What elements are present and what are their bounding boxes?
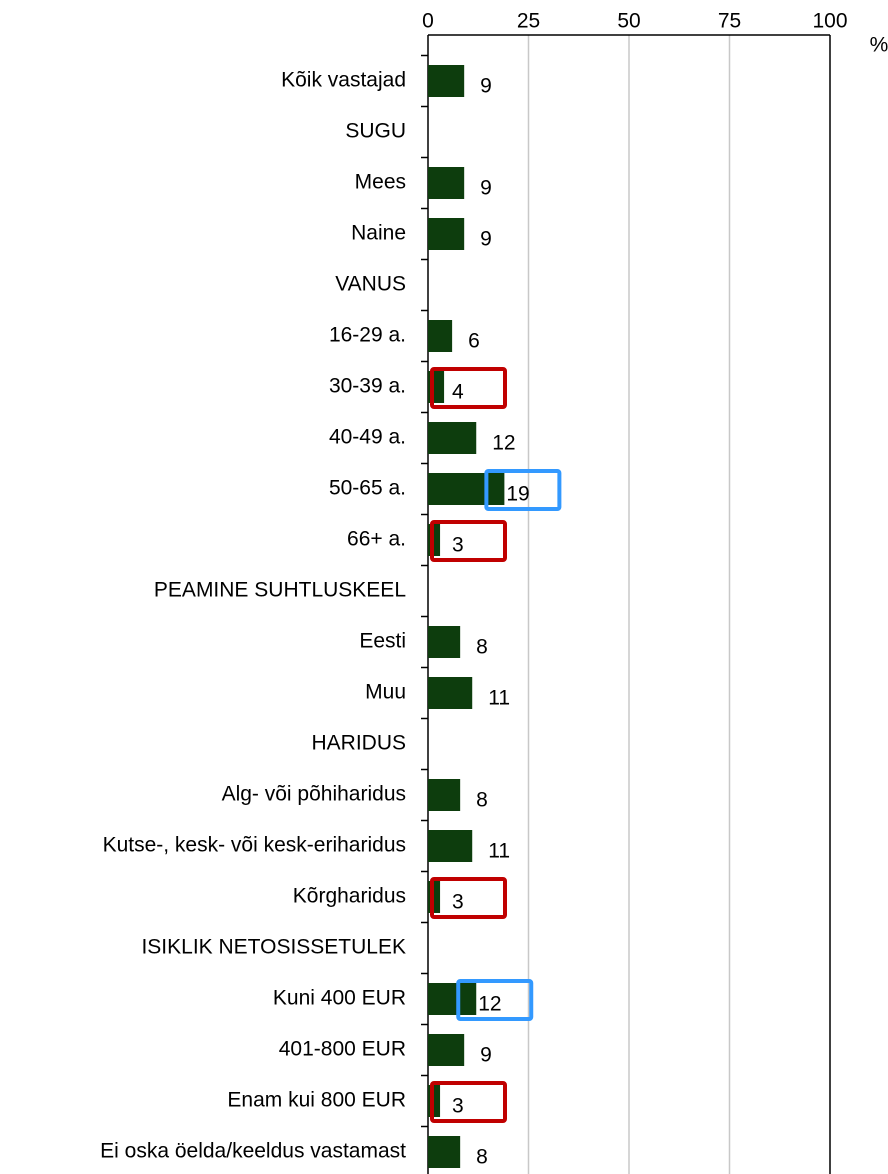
value-label: 8 <box>476 1146 488 1169</box>
bar <box>428 218 465 250</box>
bar <box>428 473 505 505</box>
y-tick-label: Mees <box>355 171 406 194</box>
value-label: 3 <box>452 891 464 914</box>
bar <box>428 422 477 454</box>
bar <box>428 881 441 913</box>
value-label: 4 <box>452 381 464 404</box>
y-tick-label: 30-39 a. <box>329 375 406 398</box>
y-tick-label: Kutse-, kesk- või kesk-eriharidus <box>103 834 406 857</box>
value-label: 11 <box>488 840 510 863</box>
value-label: 9 <box>480 75 492 98</box>
y-tick-label: Enam kui 800 EUR <box>227 1089 406 1112</box>
bar <box>428 626 461 658</box>
bar <box>428 677 473 709</box>
value-label: 8 <box>476 636 488 659</box>
y-tick-label: Kõrgharidus <box>293 885 406 908</box>
y-tick-label: Kõik vastajad <box>281 69 406 92</box>
value-label: 12 <box>478 993 501 1016</box>
x-tick-label: 25 <box>517 10 540 33</box>
y-tick-label: Kuni 400 EUR <box>273 987 406 1010</box>
y-tick-label: 401-800 EUR <box>279 1038 406 1061</box>
bar <box>428 830 473 862</box>
bar <box>428 1034 465 1066</box>
bar <box>428 1085 441 1117</box>
x-tick-label: 100 <box>812 10 847 33</box>
y-tick-label: 50-65 a. <box>329 477 406 500</box>
value-label: 9 <box>480 228 492 251</box>
highlight-box <box>456 979 534 1021</box>
y-tick-label: 16-29 a. <box>329 324 406 347</box>
y-tick-label: Naine <box>351 222 406 245</box>
x-tick-label: 50 <box>617 10 640 33</box>
y-tick-label: 66+ a. <box>347 528 406 551</box>
y-tick-label: Ei oska öelda/keeldus vastamast <box>100 1140 406 1163</box>
value-label: 11 <box>488 687 510 710</box>
y-tick-label: PEAMINE SUHTLUSKEEL <box>154 579 406 602</box>
value-label: 12 <box>492 432 515 455</box>
highlight-box <box>430 520 507 562</box>
value-label: 19 <box>506 483 529 506</box>
y-tick-label: Muu <box>365 681 406 704</box>
y-tick-label: 40-49 a. <box>329 426 406 449</box>
value-label: 3 <box>452 534 464 557</box>
value-label: 9 <box>480 177 492 200</box>
highlight-box <box>430 367 507 409</box>
y-tick-label: VANUS <box>335 273 406 296</box>
value-label: 6 <box>468 330 480 353</box>
axis-unit: % <box>870 34 888 57</box>
bar <box>428 983 477 1015</box>
value-label: 3 <box>452 1095 464 1118</box>
bar <box>428 320 453 352</box>
value-label: 8 <box>476 789 488 812</box>
y-tick-label: HARIDUS <box>311 732 406 755</box>
bar <box>428 1136 461 1168</box>
bar <box>428 779 461 811</box>
value-label: 9 <box>480 1044 492 1067</box>
bar <box>428 65 465 97</box>
bar <box>428 524 441 556</box>
x-tick-label: 75 <box>718 10 741 33</box>
y-tick-label: SUGU <box>345 120 406 143</box>
highlight-box <box>484 469 562 511</box>
y-tick-label: Eesti <box>359 630 406 653</box>
bar <box>428 167 465 199</box>
y-tick-label: Alg- või põhiharidus <box>222 783 406 806</box>
highlight-box <box>430 877 507 919</box>
x-tick-label: 0 <box>422 10 434 33</box>
y-tick-label: ISIKLIK NETOSISSETULEK <box>141 936 406 959</box>
highlight-box <box>430 1081 507 1123</box>
